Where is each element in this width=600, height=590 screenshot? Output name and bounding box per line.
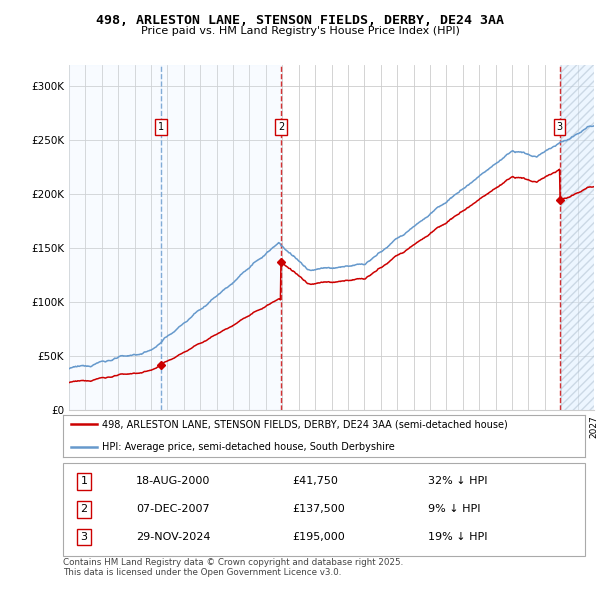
Text: 19% ↓ HPI: 19% ↓ HPI — [428, 532, 488, 542]
Text: Price paid vs. HM Land Registry's House Price Index (HPI): Price paid vs. HM Land Registry's House … — [140, 27, 460, 36]
Text: 18-AUG-2000: 18-AUG-2000 — [136, 476, 211, 486]
Bar — [560, 65, 594, 410]
Text: HPI: Average price, semi-detached house, South Derbyshire: HPI: Average price, semi-detached house,… — [102, 442, 395, 451]
Text: 498, ARLESTON LANE, STENSON FIELDS, DERBY, DE24 3AA: 498, ARLESTON LANE, STENSON FIELDS, DERB… — [96, 14, 504, 27]
Text: 2: 2 — [278, 122, 284, 132]
Text: 3: 3 — [557, 122, 563, 132]
Text: 9% ↓ HPI: 9% ↓ HPI — [428, 504, 481, 514]
Bar — [161, 65, 281, 410]
Text: £41,750: £41,750 — [293, 476, 338, 486]
Text: £195,000: £195,000 — [293, 532, 346, 542]
Bar — [69, 65, 161, 410]
Text: 1: 1 — [158, 122, 164, 132]
Text: 498, ARLESTON LANE, STENSON FIELDS, DERBY, DE24 3AA (semi-detached house): 498, ARLESTON LANE, STENSON FIELDS, DERB… — [102, 419, 508, 429]
Text: 29-NOV-2024: 29-NOV-2024 — [136, 532, 211, 542]
Text: 1: 1 — [80, 476, 88, 486]
Text: 32% ↓ HPI: 32% ↓ HPI — [428, 476, 488, 486]
Text: 07-DEC-2007: 07-DEC-2007 — [136, 504, 210, 514]
Text: Contains HM Land Registry data © Crown copyright and database right 2025.
This d: Contains HM Land Registry data © Crown c… — [63, 558, 403, 577]
Text: 2: 2 — [80, 504, 88, 514]
Text: 3: 3 — [80, 532, 88, 542]
Bar — [560, 65, 594, 410]
Text: £137,500: £137,500 — [293, 504, 346, 514]
